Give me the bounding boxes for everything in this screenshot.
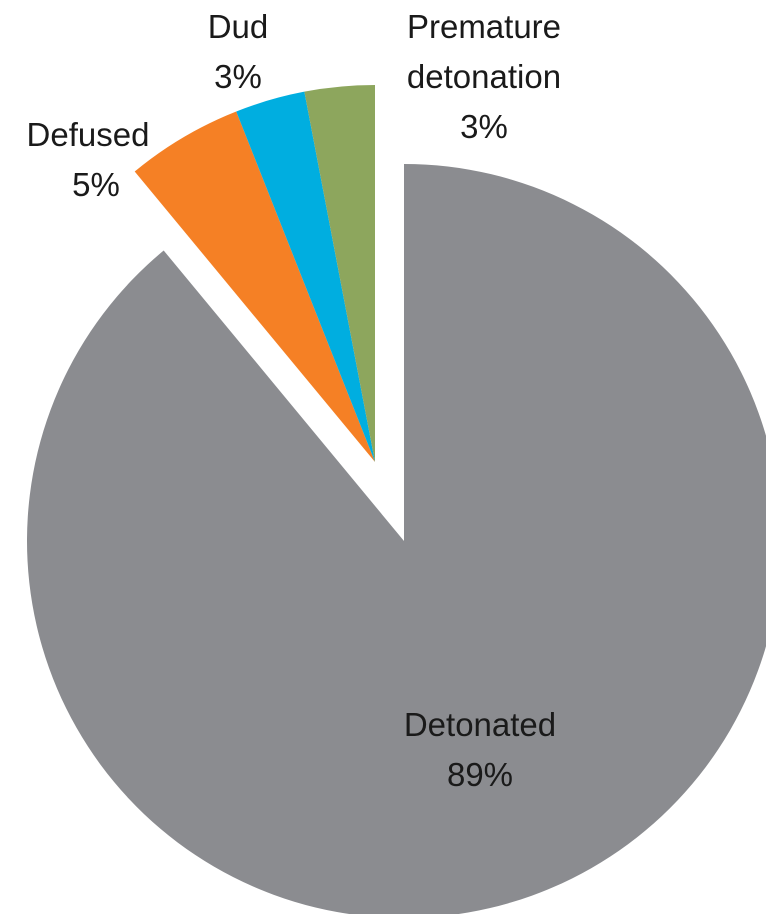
- defused-value-label: 5%: [72, 166, 120, 203]
- pie-slices: [27, 85, 766, 918]
- premature-detonation-label-line2: detonation: [407, 58, 561, 95]
- pie-slice-premature-detonation: [304, 85, 375, 462]
- premature-detonation-label-line1: Premature: [407, 8, 561, 45]
- detonated-label: Detonated: [404, 706, 556, 743]
- pie-slice-detonated: [27, 164, 766, 918]
- pie-slice-dud: [236, 91, 375, 463]
- detonated-value-label: 89%: [447, 756, 513, 793]
- dud-label: Dud: [208, 8, 269, 45]
- pie-slice-defused: [134, 111, 375, 462]
- defused-label: Defused: [27, 116, 150, 153]
- premature-detonation-value-label: 3%: [460, 108, 508, 145]
- dud-value-label: 3%: [214, 58, 262, 95]
